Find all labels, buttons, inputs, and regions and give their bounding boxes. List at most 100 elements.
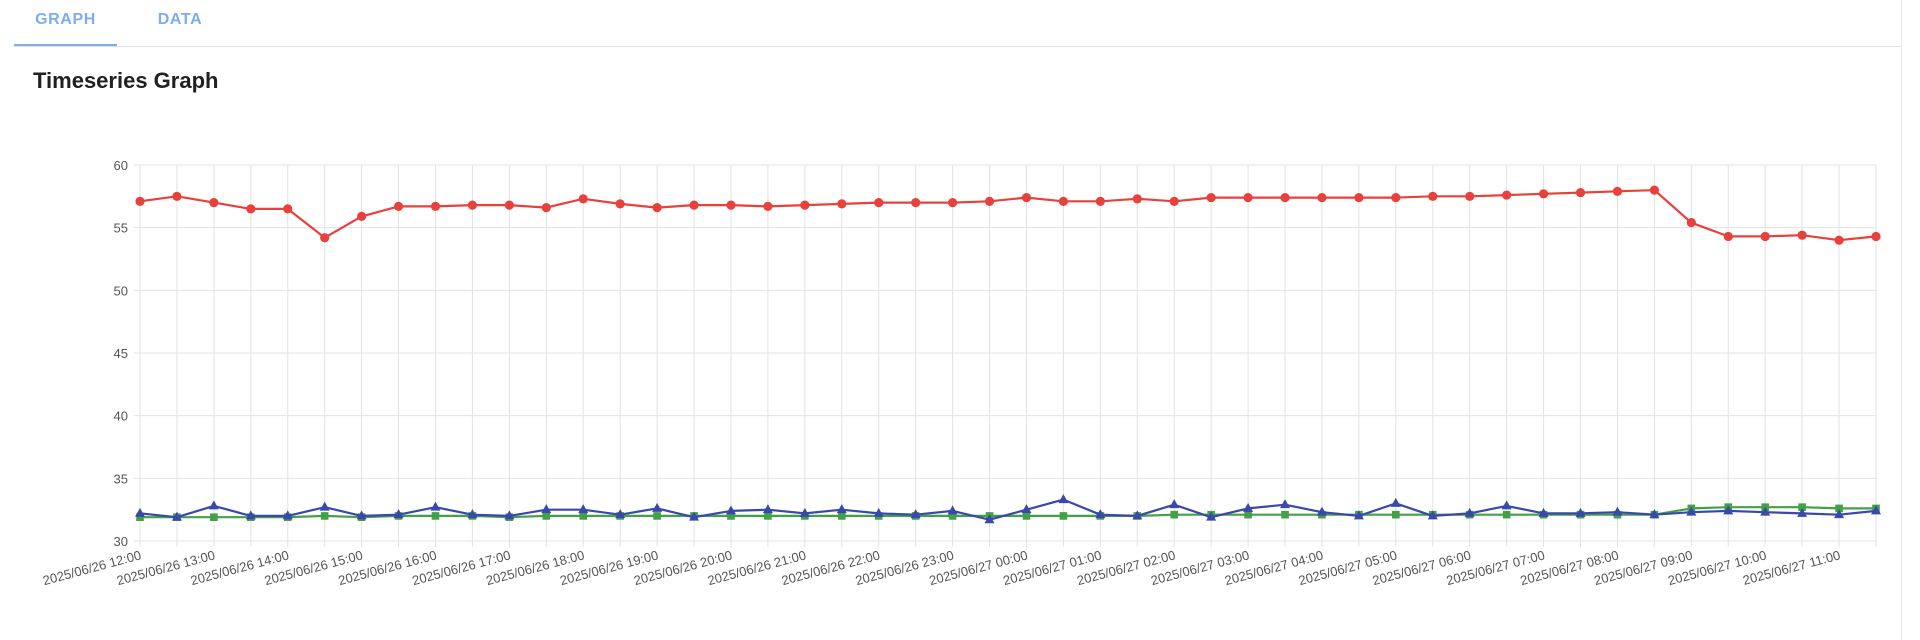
data-point[interactable] — [136, 513, 144, 521]
data-point[interactable] — [1798, 503, 1806, 511]
data-point[interactable] — [726, 200, 736, 210]
data-point[interactable] — [836, 504, 847, 514]
data-point[interactable] — [1058, 196, 1069, 206]
data-point[interactable] — [467, 509, 478, 519]
data-point[interactable] — [948, 512, 957, 520]
tab-data[interactable]: DATA — [157, 11, 203, 28]
data-point[interactable] — [393, 201, 404, 211]
data-point[interactable] — [1059, 512, 1068, 520]
data-point[interactable] — [653, 512, 661, 520]
data-point[interactable] — [172, 191, 182, 201]
data-point[interactable] — [1280, 192, 1290, 203]
data-point[interactable] — [947, 505, 958, 515]
data-point[interactable] — [1021, 192, 1032, 203]
data-point[interactable] — [208, 500, 219, 510]
data-point[interactable] — [615, 509, 626, 519]
data-point[interactable] — [1280, 499, 1291, 509]
data-point[interactable] — [1022, 512, 1031, 520]
data-point[interactable] — [727, 512, 735, 520]
data-point[interactable] — [541, 504, 552, 514]
data-point[interactable] — [1132, 510, 1143, 520]
data-point[interactable] — [1723, 505, 1734, 515]
data-point[interactable] — [837, 199, 847, 209]
data-point[interactable] — [984, 514, 995, 524]
data-point[interactable] — [1871, 231, 1881, 242]
data-point[interactable] — [1501, 500, 1512, 510]
data-point[interactable] — [1058, 494, 1069, 504]
data-point[interactable] — [431, 512, 440, 520]
data-point[interactable] — [1871, 505, 1881, 515]
data-point[interactable] — [874, 198, 884, 208]
data-point[interactable] — [1538, 189, 1549, 199]
data-point[interactable] — [1723, 231, 1733, 242]
data-point[interactable] — [320, 233, 330, 243]
data-point[interactable] — [282, 510, 293, 520]
data-point[interactable] — [1575, 187, 1586, 198]
data-point[interactable] — [1353, 510, 1364, 520]
data-point[interactable] — [725, 505, 736, 515]
data-point[interactable] — [135, 507, 145, 517]
data-point[interactable] — [1095, 196, 1105, 206]
data-point[interactable] — [541, 203, 551, 213]
data-point[interactable] — [763, 201, 773, 211]
data-point[interactable] — [1612, 186, 1623, 196]
data-point[interactable] — [1760, 231, 1770, 242]
data-point[interactable] — [171, 511, 182, 521]
data-point[interactable] — [1649, 185, 1659, 195]
data-point[interactable] — [615, 199, 625, 209]
data-point[interactable] — [430, 201, 441, 211]
data-point[interactable] — [1686, 506, 1697, 516]
data-point[interactable] — [504, 510, 515, 520]
data-point[interactable] — [467, 200, 478, 210]
data-point[interactable] — [764, 512, 772, 520]
data-point[interactable] — [837, 512, 846, 520]
data-point[interactable] — [984, 196, 995, 206]
data-point[interactable] — [579, 512, 588, 520]
data-point[interactable] — [910, 509, 921, 519]
data-point[interactable] — [1797, 507, 1808, 517]
data-point[interactable] — [873, 507, 884, 517]
data-point[interactable] — [1390, 497, 1401, 507]
data-point[interactable] — [1132, 194, 1142, 204]
data-point[interactable] — [762, 504, 773, 514]
data-point[interactable] — [1835, 504, 1843, 513]
data-point[interactable] — [578, 504, 589, 514]
data-point[interactable] — [1538, 507, 1549, 517]
data-point[interactable] — [430, 501, 441, 511]
data-point[interactable] — [1502, 190, 1512, 200]
data-point[interactable] — [356, 510, 367, 520]
data-point[interactable] — [1169, 196, 1179, 206]
data-point[interactable] — [209, 198, 219, 208]
data-point[interactable] — [1317, 192, 1327, 203]
data-point[interactable] — [1206, 511, 1217, 521]
data-point[interactable] — [1021, 504, 1032, 514]
data-point[interactable] — [245, 510, 256, 520]
data-point[interactable] — [210, 513, 218, 521]
data-point[interactable] — [1095, 509, 1106, 519]
data-point[interactable] — [652, 502, 663, 512]
data-point[interactable] — [319, 501, 330, 511]
data-point[interactable] — [1206, 192, 1216, 203]
data-point[interactable] — [1760, 506, 1771, 516]
scrollbar-track[interactable] — [1901, 0, 1902, 640]
data-point[interactable] — [1281, 510, 1289, 519]
data-point[interactable] — [689, 200, 699, 210]
data-point[interactable] — [1612, 506, 1623, 516]
data-point[interactable] — [1354, 192, 1364, 203]
data-point[interactable] — [1834, 509, 1845, 519]
data-point[interactable] — [1465, 191, 1475, 201]
data-point[interactable] — [1170, 510, 1179, 519]
data-point[interactable] — [1649, 509, 1660, 519]
data-point[interactable] — [393, 509, 404, 519]
data-point[interactable] — [652, 203, 662, 213]
data-point[interactable] — [1575, 507, 1586, 517]
data-point[interactable] — [283, 204, 293, 214]
data-point[interactable] — [1502, 510, 1511, 519]
data-point[interactable] — [135, 196, 145, 206]
data-point[interactable] — [1316, 506, 1327, 516]
data-point[interactable] — [357, 211, 367, 221]
data-point[interactable] — [1243, 192, 1253, 203]
data-point[interactable] — [246, 204, 256, 214]
data-point[interactable] — [1391, 192, 1401, 203]
data-point[interactable] — [1244, 510, 1252, 519]
